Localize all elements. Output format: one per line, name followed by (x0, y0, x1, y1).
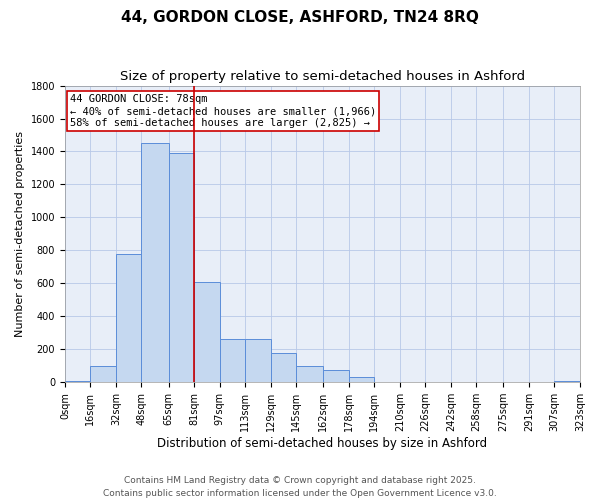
Title: Size of property relative to semi-detached houses in Ashford: Size of property relative to semi-detach… (120, 70, 525, 83)
X-axis label: Distribution of semi-detached houses by size in Ashford: Distribution of semi-detached houses by … (157, 437, 488, 450)
Bar (245, 340, 271, 382)
Bar (169, 153, 194, 382)
Bar (91, 366, 116, 382)
Text: 44 GORDON CLOSE: 78sqm
← 40% of semi-detached houses are smaller (1,966)
58% of : 44 GORDON CLOSE: 78sqm ← 40% of semi-det… (70, 94, 376, 128)
Bar (194, 282, 220, 382)
Bar (220, 340, 245, 382)
Bar (271, 352, 296, 382)
Text: 44, GORDON CLOSE, ASHFORD, TN24 8RQ: 44, GORDON CLOSE, ASHFORD, TN24 8RQ (121, 10, 479, 25)
Bar (349, 378, 374, 382)
Bar (323, 370, 349, 382)
Bar (142, 143, 169, 382)
Bar (296, 366, 323, 382)
Bar (116, 254, 142, 382)
Text: Contains HM Land Registry data © Crown copyright and database right 2025.
Contai: Contains HM Land Registry data © Crown c… (103, 476, 497, 498)
Y-axis label: Number of semi-detached properties: Number of semi-detached properties (15, 131, 25, 337)
